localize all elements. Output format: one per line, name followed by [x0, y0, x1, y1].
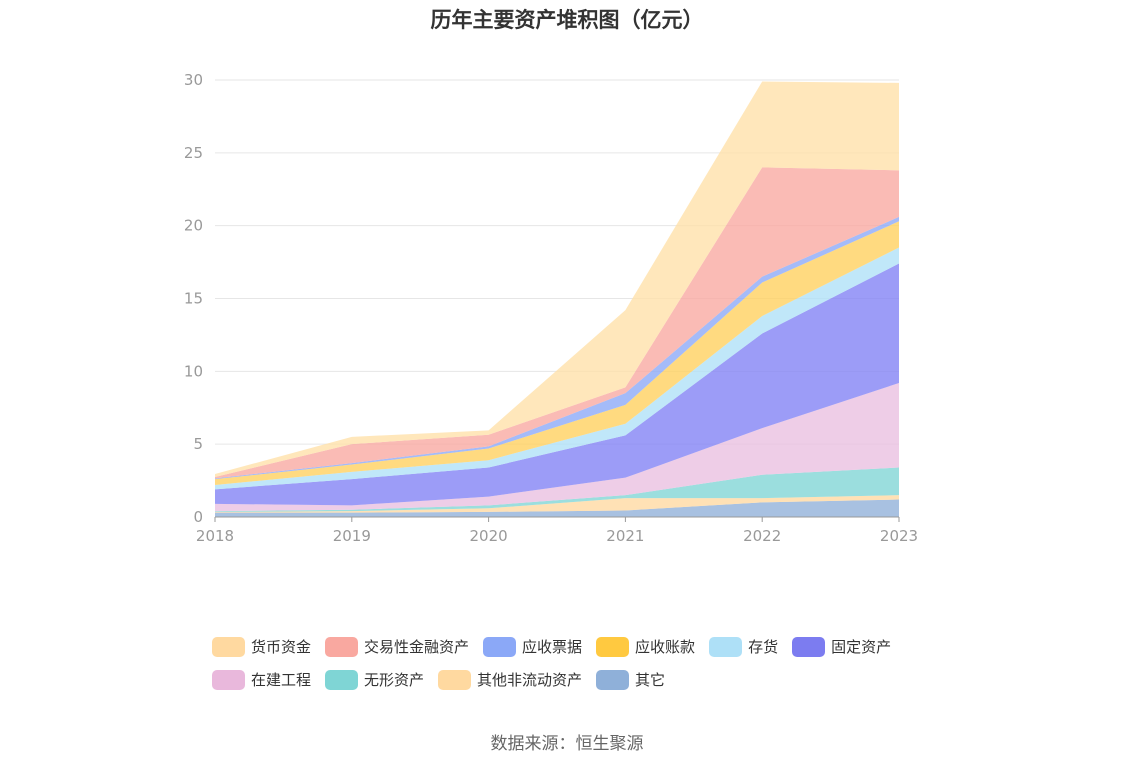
- y-tick-label: 0: [193, 508, 203, 526]
- legend-label: 其他非流动资产: [477, 671, 583, 689]
- y-tick-label: 25: [184, 144, 203, 162]
- y-tick-label: 20: [184, 217, 203, 235]
- legend-swatch: [325, 669, 359, 690]
- x-tick-label: 2018: [196, 527, 234, 545]
- x-tick-label: 2022: [743, 527, 781, 545]
- legend-row: 货币资金 交易性金融资产 应收票据 应收账款 存货 固定资产: [212, 630, 932, 663]
- legend-swatch: [212, 669, 245, 690]
- legend-swatch: [483, 636, 517, 657]
- legend-label: 无形资产: [364, 671, 425, 689]
- legend-swatch: [792, 636, 826, 657]
- chart-title: 历年主要资产堆积图（亿元）: [430, 8, 704, 32]
- legend-swatch: [596, 669, 630, 690]
- legend: 货币资金 交易性金融资产 应收票据 应收账款 存货 固定资产在建工程 无形资产 其他非流动资产…: [212, 630, 932, 696]
- legend-item[interactable]: 在建工程: [212, 669, 311, 690]
- legend-swatch: [212, 636, 245, 657]
- legend-label: 其它: [635, 671, 666, 689]
- legend-swatch: [438, 669, 472, 690]
- legend-item[interactable]: 存货: [709, 636, 778, 657]
- legend-label: 固定资产: [831, 638, 892, 656]
- area-series-0: [215, 499, 899, 517]
- x-tick-label: 2023: [880, 527, 918, 545]
- legend-label: 应收票据: [522, 638, 583, 656]
- legend-item[interactable]: 应收票据: [483, 636, 582, 657]
- x-tick-label: 2021: [606, 527, 644, 545]
- y-tick-label: 10: [184, 362, 203, 380]
- legend-label: 交易性金融资产: [364, 638, 470, 656]
- area-series-3: [215, 382, 899, 512]
- source-note: 数据来源：恒生聚源: [490, 734, 644, 754]
- legend-swatch: [325, 636, 359, 657]
- area-series-9: [215, 81, 899, 477]
- legend-label: 在建工程: [251, 671, 312, 689]
- legend-item[interactable]: 其他非流动资产: [438, 669, 582, 690]
- stacked-area-chart: 0 5 10 15 20 25 30 2018 2019 2020 2021 2022 2023: [184, 71, 918, 545]
- legend-item[interactable]: 应收账款: [596, 636, 695, 657]
- y-tick-label: 5: [193, 435, 203, 453]
- legend-swatch: [596, 636, 630, 657]
- legend-item[interactable]: 货币资金: [212, 636, 311, 657]
- legend-item[interactable]: 无形资产: [325, 669, 424, 690]
- legend-label: 应收账款: [635, 638, 696, 656]
- y-tick-label: 30: [184, 71, 203, 89]
- area-series-6: [215, 221, 899, 485]
- legend-label: 货币资金: [251, 638, 312, 656]
- x-tick-label: 2019: [333, 527, 371, 545]
- area-series-8: [215, 167, 899, 479]
- legend-item[interactable]: 交易性金融资产: [325, 636, 469, 657]
- area-series-1: [215, 495, 899, 513]
- legend-item[interactable]: 固定资产: [792, 636, 891, 657]
- area-series-2: [215, 467, 899, 512]
- y-tick-label: 15: [184, 290, 203, 308]
- legend-row: 在建工程 无形资产 其他非流动资产 其它: [212, 663, 932, 696]
- x-tick-label: 2020: [470, 527, 508, 545]
- legend-swatch: [709, 636, 743, 657]
- legend-label: 存货: [748, 638, 779, 656]
- area-series-4: [215, 263, 899, 506]
- legend-item[interactable]: 其它: [596, 669, 665, 690]
